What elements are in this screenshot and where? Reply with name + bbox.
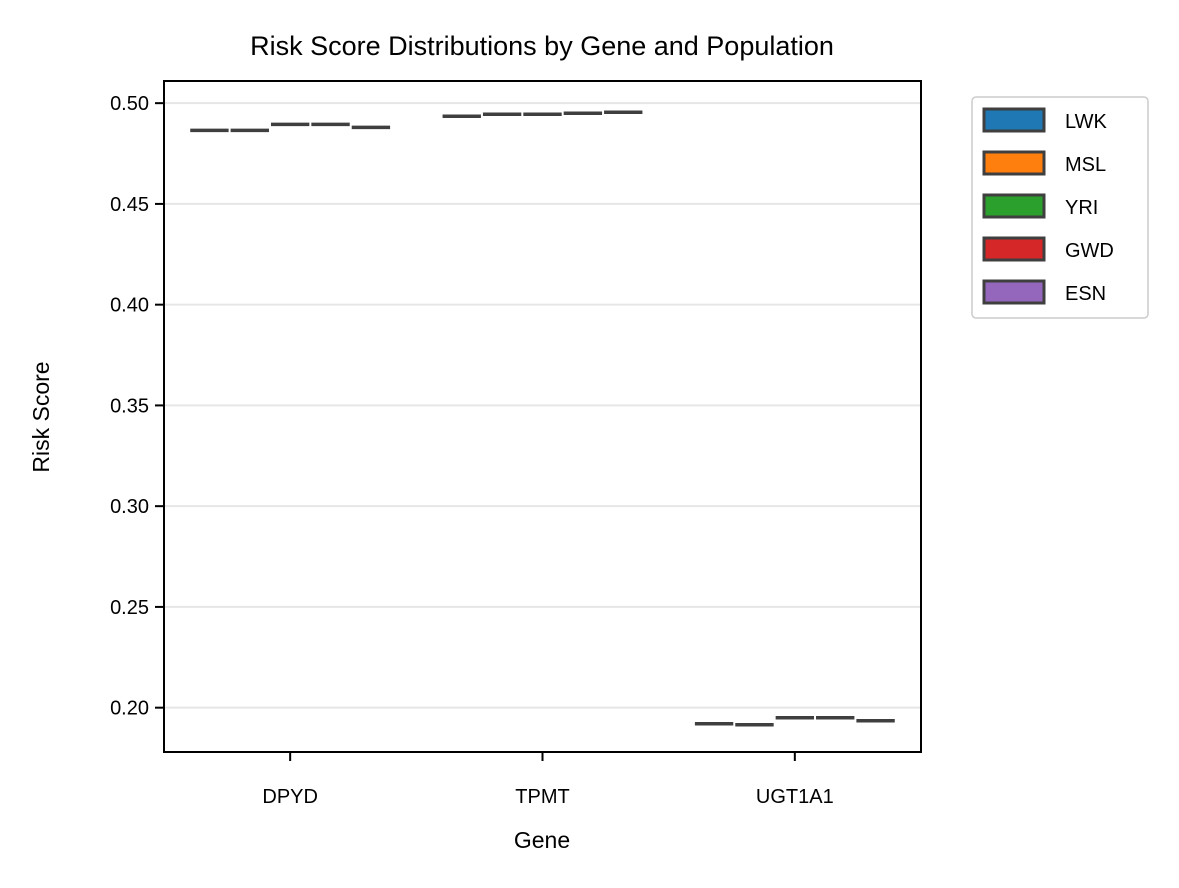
box-marks bbox=[190, 110, 895, 727]
x-tick-label: DPYD bbox=[262, 786, 318, 808]
legend-label-lwk: LWK bbox=[1065, 111, 1108, 133]
y-tick-label: 0.20 bbox=[110, 698, 149, 720]
legend: LWK MSL YRI GWD ESN bbox=[971, 96, 1149, 319]
x-tick-label: UGT1A1 bbox=[756, 786, 834, 808]
y-axis-title: Risk Score bbox=[28, 361, 54, 472]
legend-swatch-gwd bbox=[982, 236, 1046, 262]
y-axis: 0.20 0.25 0.30 0.35 0.40 0.45 0.50 bbox=[110, 93, 164, 720]
y-tick-label: 0.35 bbox=[110, 395, 149, 417]
legend-label-esn: ESN bbox=[1065, 283, 1106, 305]
chart-title: Risk Score Distributions by Gene and Pop… bbox=[250, 31, 834, 61]
legend-swatch-yri bbox=[982, 193, 1046, 219]
y-tick-label: 0.50 bbox=[110, 93, 149, 115]
gridlines bbox=[164, 102, 921, 709]
plot-frame bbox=[163, 80, 922, 753]
x-axis-title: Gene bbox=[514, 827, 570, 853]
x-tick-label: TPMT bbox=[515, 786, 569, 808]
y-tick-label: 0.45 bbox=[110, 194, 149, 216]
x-axis: DPYD TPMT UGT1A1 bbox=[262, 752, 834, 808]
legend-swatch-lwk bbox=[982, 107, 1046, 133]
legend-label-msl: MSL bbox=[1065, 154, 1106, 176]
legend-swatch-msl bbox=[982, 150, 1046, 176]
y-tick-label: 0.30 bbox=[110, 496, 149, 518]
y-tick-label: 0.40 bbox=[110, 295, 149, 317]
y-tick-label: 0.25 bbox=[110, 597, 149, 619]
legend-swatch-esn bbox=[982, 279, 1046, 305]
legend-label-gwd: GWD bbox=[1065, 240, 1114, 262]
legend-label-yri: YRI bbox=[1065, 197, 1098, 219]
